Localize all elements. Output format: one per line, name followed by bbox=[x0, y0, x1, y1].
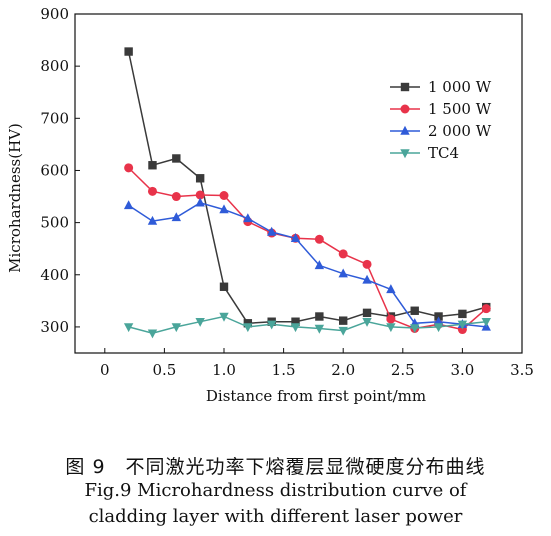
series-2000w-line bbox=[128, 201, 487, 328]
series-2000w-point bbox=[338, 268, 348, 278]
series-2000w-point bbox=[314, 260, 325, 270]
series-2000w-point bbox=[290, 233, 301, 242]
series-1500w-group bbox=[124, 163, 491, 335]
series-1000w-point bbox=[315, 312, 324, 321]
series-tc4-point bbox=[147, 329, 158, 339]
series-tc4-group bbox=[123, 312, 491, 339]
series-1000w-point bbox=[458, 309, 467, 319]
series-2000w-point bbox=[243, 213, 253, 223]
series-tc4-point bbox=[314, 324, 325, 334]
series-1000w-line bbox=[127, 51, 487, 325]
series-tc4-point bbox=[219, 312, 229, 322]
series-1000w-point bbox=[362, 308, 372, 318]
series-tc4-point bbox=[362, 318, 372, 327]
series-1000w-point bbox=[219, 282, 229, 291]
series-2000w-point bbox=[386, 284, 396, 294]
series-1500w-point bbox=[338, 249, 348, 259]
series-2000w-point bbox=[266, 226, 277, 236]
series-tc4-point bbox=[410, 324, 420, 334]
series-2000w-point bbox=[195, 197, 205, 207]
series-tc4-point bbox=[386, 323, 396, 333]
y-tick-label: 900 bbox=[40, 5, 69, 23]
series-1000w-point bbox=[410, 306, 419, 315]
x-tick-label: 2.5 bbox=[391, 361, 415, 379]
y-tick-label: 800 bbox=[40, 57, 69, 75]
x-tick-label: 1.5 bbox=[272, 361, 296, 379]
series-1000w-point bbox=[124, 47, 133, 56]
x-axis-title: Distance from first point/mm bbox=[206, 387, 426, 405]
series-tc4-point bbox=[123, 323, 134, 333]
series-1500w-point bbox=[147, 186, 157, 196]
x-tick-label: 1.0 bbox=[212, 361, 236, 379]
series-tc4-point bbox=[481, 318, 491, 327]
y-tick-label: 400 bbox=[40, 266, 69, 284]
series-2000w-point bbox=[123, 200, 134, 210]
series-1500w-point bbox=[314, 234, 324, 244]
legend-label-series-1500w: 1 500 W bbox=[428, 100, 492, 118]
legend-label-series-1000w: 1 000 W bbox=[428, 78, 492, 96]
series-2000w-point bbox=[171, 212, 182, 222]
y-tick-label: 600 bbox=[40, 161, 69, 179]
series-tc4-point bbox=[195, 318, 205, 327]
x-tick-label: 0.5 bbox=[152, 361, 176, 379]
series-2000w-point bbox=[219, 204, 229, 214]
legend-label-series-2000w: 2 000 W bbox=[428, 122, 492, 140]
series-1000w-point bbox=[148, 161, 157, 170]
x-tick-label: 3.0 bbox=[450, 361, 474, 379]
legend-marker-series-2000w bbox=[400, 125, 410, 135]
series-tc4-point bbox=[433, 323, 444, 333]
series-1500w-point bbox=[219, 190, 229, 200]
series-1500w-line bbox=[128, 167, 487, 331]
x-tick-label: 2.0 bbox=[331, 361, 355, 379]
series-1500w-point bbox=[195, 190, 205, 200]
y-tick-label: 300 bbox=[40, 318, 69, 336]
series-tc4-point bbox=[338, 326, 348, 336]
series-1500w-point bbox=[481, 304, 491, 314]
series-1000w-point bbox=[172, 154, 181, 163]
series-2000w-point bbox=[147, 215, 158, 225]
figure-caption-english-line1: Fig.9 Microhardness distribution curve o… bbox=[84, 480, 467, 501]
legend-marker-series-1500w bbox=[400, 104, 410, 114]
series-1000w-point bbox=[434, 312, 443, 321]
figure-caption-english-line2: cladding layer with different laser powe… bbox=[88, 506, 463, 527]
series-1500w-point bbox=[386, 314, 396, 324]
series-tc4-point bbox=[171, 323, 182, 333]
series-2000w-group bbox=[123, 197, 491, 331]
y-axis-title: Microhardness(HV) bbox=[6, 123, 24, 273]
legend-marker-series-tc4 bbox=[400, 149, 410, 159]
series-1000w-point bbox=[195, 174, 205, 183]
series-1500w-point bbox=[124, 163, 134, 173]
series-1500w-point bbox=[362, 259, 372, 269]
y-tick-label: 700 bbox=[40, 109, 69, 127]
series-tc4-point bbox=[243, 323, 253, 333]
legend-marker-series-1000w bbox=[400, 82, 410, 92]
x-tick-label: 3.5 bbox=[510, 361, 534, 379]
series-2000w-point bbox=[433, 316, 444, 326]
series-2000w-point bbox=[362, 274, 372, 284]
series-tc4-point bbox=[266, 320, 277, 330]
microhardness-chart: 0 0.5 1.0 1.5 2.0 2.5 3.0 3.5 300 400 500 600 700 800… bbox=[6, 5, 534, 405]
legend-label-series-tc4: TC4 bbox=[428, 144, 459, 162]
y-tick-label: 500 bbox=[40, 214, 69, 232]
series-1500w-point bbox=[171, 192, 181, 202]
series-1000w-point bbox=[291, 317, 300, 326]
series-tc4-point bbox=[457, 320, 468, 330]
series-tc4-point bbox=[290, 323, 301, 333]
plot-frame bbox=[74, 13, 523, 354]
x-tick-label: 0 bbox=[100, 361, 110, 379]
series-1000w-point bbox=[339, 316, 348, 325]
figure-caption-chinese: 图 9 不同激光功率下熔覆层显微硬度分布曲线 bbox=[65, 456, 486, 478]
series-tc4-line bbox=[128, 315, 487, 334]
